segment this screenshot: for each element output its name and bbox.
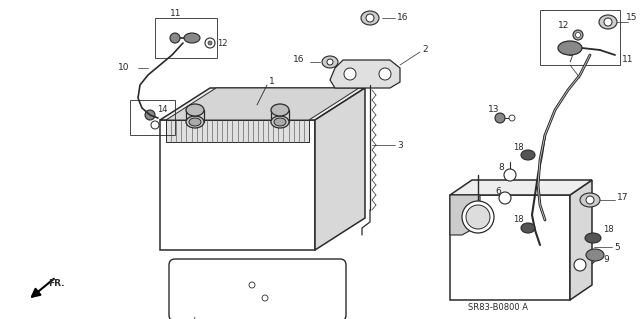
Circle shape	[499, 192, 511, 204]
Polygon shape	[570, 180, 592, 300]
Text: 8: 8	[498, 164, 504, 173]
Text: 18: 18	[513, 216, 524, 225]
Circle shape	[575, 33, 580, 38]
Ellipse shape	[271, 116, 289, 128]
Circle shape	[462, 201, 494, 233]
Circle shape	[509, 115, 515, 121]
Circle shape	[327, 59, 333, 65]
Ellipse shape	[599, 15, 617, 29]
FancyBboxPatch shape	[169, 259, 346, 319]
Text: 12: 12	[217, 39, 227, 48]
Polygon shape	[450, 180, 592, 195]
Ellipse shape	[586, 249, 604, 261]
Circle shape	[145, 110, 155, 120]
Ellipse shape	[322, 56, 338, 68]
Circle shape	[604, 18, 612, 26]
Circle shape	[366, 14, 374, 22]
Ellipse shape	[271, 104, 289, 116]
Text: 6: 6	[495, 188, 500, 197]
Polygon shape	[450, 195, 480, 235]
Polygon shape	[330, 60, 400, 88]
Circle shape	[262, 295, 268, 301]
Circle shape	[344, 68, 356, 80]
Ellipse shape	[580, 193, 600, 207]
Text: 3: 3	[397, 140, 403, 150]
Text: 18: 18	[603, 226, 614, 234]
Ellipse shape	[184, 33, 200, 43]
Text: 18: 18	[513, 144, 524, 152]
Circle shape	[586, 196, 594, 204]
Text: 14: 14	[157, 106, 168, 115]
Circle shape	[151, 121, 159, 129]
Text: 11: 11	[170, 10, 182, 19]
Ellipse shape	[521, 223, 535, 233]
Circle shape	[466, 205, 490, 229]
Circle shape	[208, 41, 212, 45]
Ellipse shape	[189, 118, 201, 126]
Text: 9: 9	[603, 256, 609, 264]
Ellipse shape	[274, 118, 286, 126]
Polygon shape	[166, 120, 309, 142]
Ellipse shape	[186, 116, 204, 128]
Circle shape	[249, 282, 255, 288]
Text: 16: 16	[397, 13, 408, 23]
Ellipse shape	[186, 104, 204, 116]
Text: SR83-B0800 A: SR83-B0800 A	[468, 303, 528, 313]
Text: 2: 2	[422, 46, 428, 55]
Text: 16: 16	[293, 56, 305, 64]
Text: 11: 11	[622, 56, 634, 64]
Circle shape	[574, 259, 586, 271]
Text: 1: 1	[269, 78, 275, 86]
Polygon shape	[160, 88, 365, 120]
Circle shape	[205, 38, 215, 48]
Ellipse shape	[558, 41, 582, 55]
Ellipse shape	[521, 150, 535, 160]
Circle shape	[573, 30, 583, 40]
Circle shape	[495, 113, 505, 123]
Polygon shape	[166, 88, 359, 120]
Ellipse shape	[361, 11, 379, 25]
Text: FR.: FR.	[48, 278, 65, 287]
Text: 12: 12	[558, 20, 570, 29]
Text: 5: 5	[614, 242, 620, 251]
Polygon shape	[450, 195, 570, 300]
Circle shape	[379, 68, 391, 80]
Text: 15: 15	[626, 13, 637, 23]
Polygon shape	[315, 88, 365, 250]
Circle shape	[170, 33, 180, 43]
Ellipse shape	[585, 233, 601, 243]
Text: 7: 7	[567, 56, 573, 64]
Text: 13: 13	[488, 106, 499, 115]
Text: 17: 17	[617, 194, 628, 203]
Circle shape	[504, 169, 516, 181]
Polygon shape	[160, 120, 315, 250]
Text: 10: 10	[118, 63, 129, 72]
